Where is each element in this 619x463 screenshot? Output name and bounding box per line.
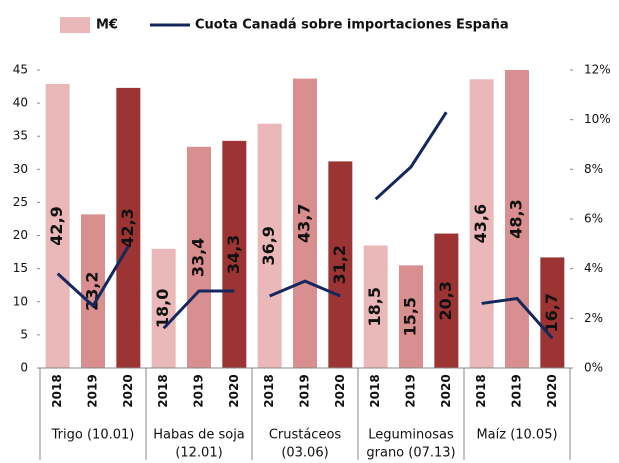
y-tick-label: 35 [13,129,28,143]
bar [187,146,211,368]
y-tick-label: 45 [13,63,28,77]
bar [399,265,423,368]
line-segment [162,289,235,330]
data-label: 18,0 [153,289,172,328]
legend-label: Cuota Canadá sobre importaciones España [195,18,509,33]
x-tick-label: 2019 [404,374,418,407]
x-tick-label: 2018 [262,374,276,407]
y2-tick-label: 0% [584,361,603,375]
x-tick-label: 2020 [121,374,135,407]
x-tick-label: 2019 [298,374,312,407]
y-tick-label: 20 [13,228,28,242]
x-tick-label: 2018 [156,374,170,407]
x-tick-label: 2019 [510,374,524,407]
data-label: 34,3 [224,235,243,274]
x-tick-label: 2019 [86,374,100,407]
bar [363,245,388,368]
line-segment [374,111,448,201]
x-tick-label: 2020 [333,374,347,407]
y2-tick-label: 10% [584,112,611,126]
y2-tick-label: 8% [584,162,603,176]
bar [116,87,141,368]
x-tick-label: 2020 [227,374,241,407]
group-label: Leguminosas [368,428,454,443]
data-label: 18,5 [365,287,384,326]
y-tick-label: 40 [13,96,28,110]
data-label: 48,3 [507,199,526,238]
bar [540,257,565,368]
x-tick-label: 2020 [545,374,559,407]
x-tick-label: 2019 [192,374,206,407]
data-label: 36,9 [259,226,278,265]
data-label: 43,7 [295,204,314,243]
y-tick-label: 10 [13,294,28,308]
bar [293,78,317,368]
data-label: 42,3 [118,208,137,247]
bar [505,70,529,368]
x-tick-label: 2018 [50,374,64,407]
group-label: Crustáceos [269,428,342,443]
data-label: 33,4 [189,238,208,277]
y2-tick-label: 6% [584,212,603,226]
data-label: 43,6 [471,204,490,243]
bar [45,83,70,368]
y-tick-label: 5 [20,327,28,341]
group-label: Habas de soja [153,428,245,443]
line-segment [56,245,130,309]
legend-label: M€ [96,18,118,33]
line-segment [269,279,341,298]
bar [434,233,459,368]
y-tick-label: 30 [13,162,28,176]
bar [222,140,247,368]
plot-area [45,70,565,368]
group-label: Trigo (10.01) [51,428,135,443]
data-label: 16,7 [542,293,561,332]
data-label: 42,9 [47,206,66,245]
y2-tick-label: 4% [584,261,603,275]
x-tick-label: 2018 [474,374,488,407]
y2-tick-label: 2% [584,311,603,325]
data-label: 31,2 [330,245,349,284]
data-label: 15,5 [401,297,420,336]
bar [257,123,282,368]
x-tick-label: 2018 [368,374,382,407]
x-tick-label: 2020 [439,374,453,407]
data-label: 20,3 [436,281,455,320]
group-label: Maíz (10.05) [476,428,557,443]
line-segment [481,296,554,340]
y-tick-label: 25 [13,195,28,209]
y2-tick-label: 12% [584,63,611,77]
group-label: grano (07.13) [366,446,455,461]
y-tick-label: 15 [13,261,28,275]
bar [469,79,494,368]
legend-swatch-bars [60,17,90,33]
bar [328,161,353,368]
y-tick-label: 0 [20,361,28,375]
bar [151,248,176,368]
group-label: (12.01) [175,446,222,461]
group-label: (03.06) [281,446,328,461]
